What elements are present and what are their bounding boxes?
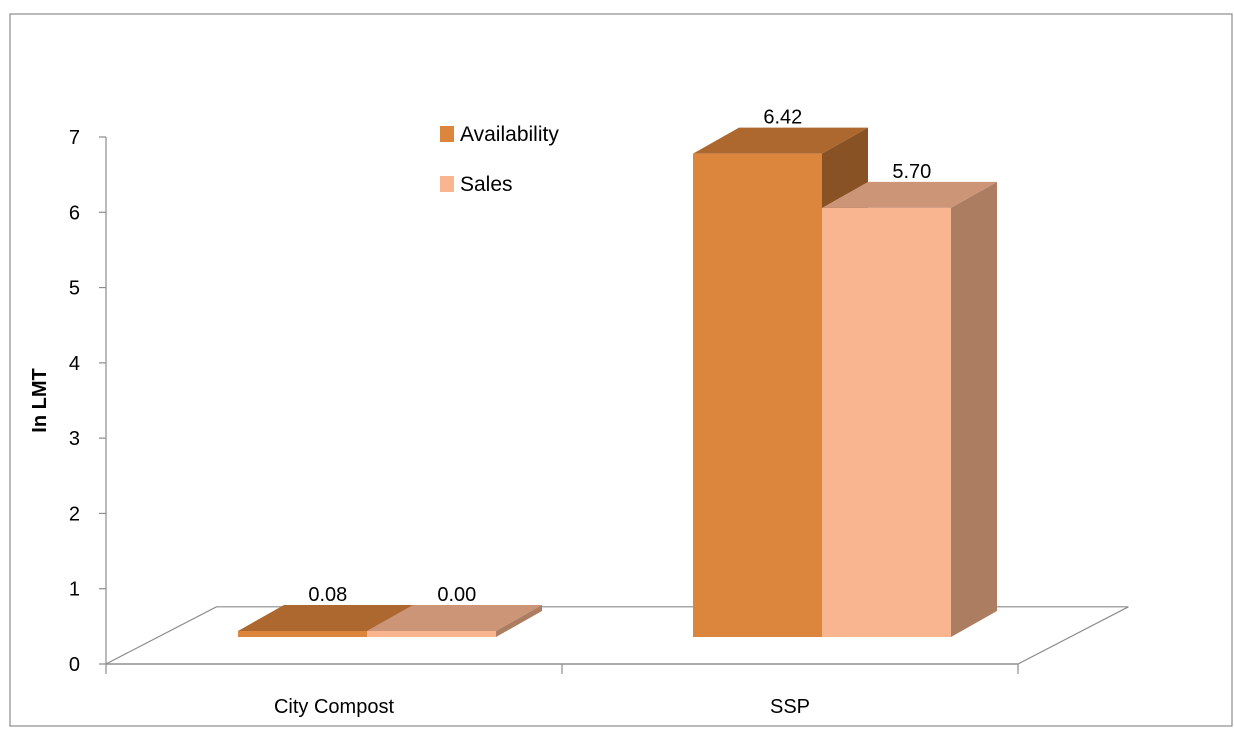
bar-top — [367, 605, 542, 631]
bar-front — [822, 207, 951, 637]
y-tick-label: 3 — [69, 428, 80, 450]
x-tick-label: City Compost — [274, 696, 394, 718]
y-tick-label: 7 — [69, 127, 80, 149]
bar-top — [238, 604, 413, 631]
legend-swatch — [440, 126, 454, 142]
bar-side — [951, 181, 997, 637]
x-tick-label: SSP — [770, 696, 810, 718]
bar-top — [693, 127, 868, 154]
data-label: 0.00 — [437, 584, 476, 606]
y-tick-label: 6 — [69, 202, 80, 224]
data-label: 6.42 — [763, 107, 802, 129]
legend-label: Sales — [460, 173, 513, 196]
legend-label: Availability — [460, 123, 559, 146]
bar-front — [238, 630, 367, 637]
data-label: 5.70 — [892, 161, 931, 183]
y-tick-label: 5 — [69, 278, 80, 300]
bar-front — [367, 631, 496, 637]
y-tick-label: 0 — [69, 654, 80, 676]
y-tick-label: 1 — [69, 579, 80, 601]
legend-swatch — [440, 176, 454, 192]
bar — [367, 605, 542, 637]
y-axis-title: In LMT — [29, 368, 51, 432]
bar-top — [822, 181, 997, 208]
bar-front — [693, 153, 822, 637]
y-tick-label: 4 — [69, 353, 80, 375]
y-tick-label: 2 — [69, 503, 80, 525]
data-label: 0.08 — [308, 584, 347, 606]
bar-side — [496, 605, 542, 637]
bar — [822, 181, 997, 637]
